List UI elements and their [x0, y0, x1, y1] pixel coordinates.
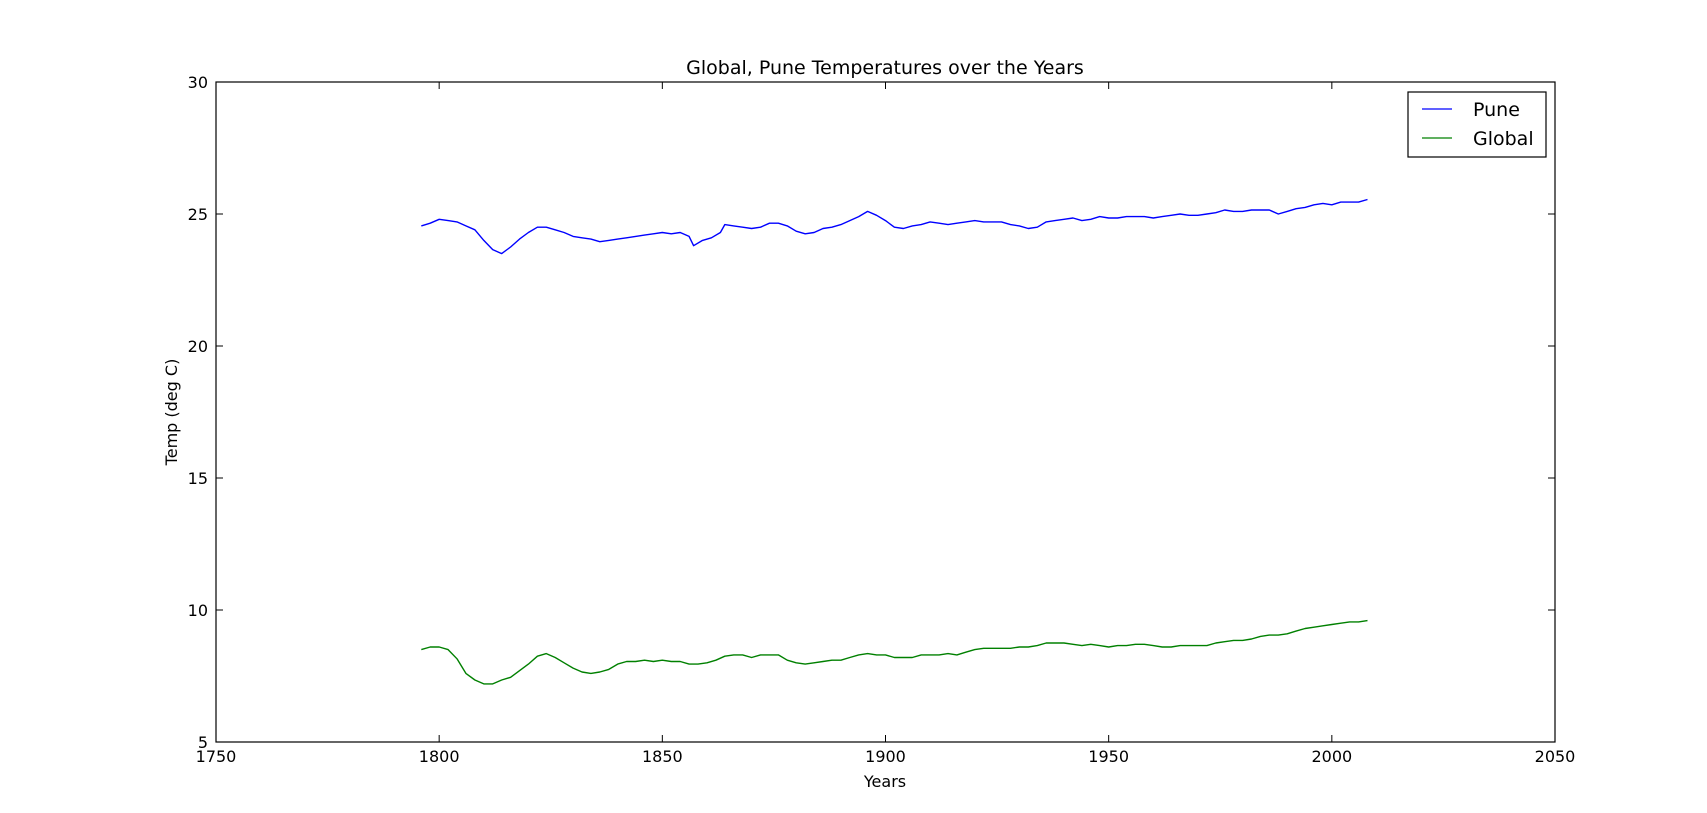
legend: Pune Global	[1407, 91, 1547, 158]
x-tick-label: 1800	[419, 747, 460, 766]
legend-box	[1407, 91, 1547, 158]
legend-label-global: Global	[1473, 128, 1534, 150]
y-axis: 5 10 15 20 25 30	[188, 73, 1555, 752]
chart-title: Global, Pune Temperatures over the Years	[686, 57, 1084, 79]
x-axis: 1750 1800 1850 1900 1950 2000 2050	[196, 82, 1576, 766]
x-axis-label: Years	[863, 772, 906, 791]
series-layer	[421, 198, 1368, 685]
y-tick-label: 25	[188, 205, 208, 224]
y-tick-label: 20	[188, 337, 208, 356]
series-line-pune	[421, 198, 1368, 255]
series-line-global	[421, 619, 1368, 685]
y-tick-label: 5	[198, 733, 208, 752]
x-tick-label: 2000	[1311, 747, 1352, 766]
x-tick-label: 1900	[865, 747, 906, 766]
y-tick-label: 10	[188, 601, 208, 620]
y-tick-label: 15	[188, 469, 208, 488]
y-axis-label: Temp (deg C)	[162, 359, 181, 467]
legend-label-pune: Pune	[1473, 99, 1520, 121]
x-tick-label: 1850	[642, 747, 683, 766]
x-tick-label: 1950	[1088, 747, 1129, 766]
x-tick-label: 2050	[1535, 747, 1576, 766]
y-tick-label: 30	[188, 73, 208, 92]
x-tick-label: 1750	[196, 747, 237, 766]
plot-area	[215, 81, 1556, 743]
